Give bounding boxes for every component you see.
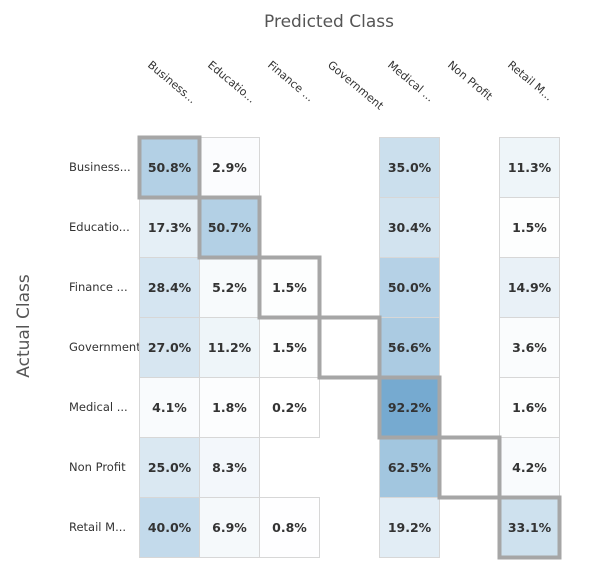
cell-value-label: 56.6% (388, 340, 432, 355)
cell-value-label: 50.7% (208, 220, 252, 235)
cell-value-label: 50.0% (388, 280, 432, 295)
cell-value-label: 19.2% (388, 520, 432, 535)
cell-value-label: 11.2% (208, 340, 252, 355)
cell-value-label: 33.1% (508, 520, 552, 535)
row-labels: Business... Educatio... Finance ... Governm… (69, 160, 141, 534)
y-tick-label: Medical ... (69, 400, 128, 414)
diagonal-highlight-box (440, 438, 500, 498)
cell-value-label: 14.9% (508, 280, 552, 295)
cell-value-label: 8.3% (212, 460, 247, 475)
cell-value-label: 0.8% (272, 520, 307, 535)
cell-value-label: 27.0% (148, 340, 192, 355)
cell-value-label: 92.2% (388, 400, 432, 415)
cell-value-label: 35.0% (388, 160, 432, 175)
y-axis-title: Actual Class (14, 274, 34, 378)
y-tick-label: Business... (69, 160, 131, 174)
y-tick-label: Government (69, 340, 141, 354)
x-tick-label: Government (325, 58, 386, 112)
cell-value-label: 1.5% (512, 220, 547, 235)
cell-value-label: 17.3% (148, 220, 192, 235)
cell-value-label: 0.2% (272, 400, 307, 415)
diagonal-highlight-box (320, 318, 380, 378)
x-tick-label: Business... (145, 58, 199, 106)
cell-value-label: 5.2% (212, 280, 247, 295)
cell-value-label: 1.6% (512, 400, 547, 415)
column-labels: Business... Educatio... Finance ... Governm… (145, 58, 555, 112)
cell-value-label: 1.5% (272, 340, 307, 355)
y-tick-label: Retail M... (69, 520, 126, 534)
cell-value-label: 3.6% (512, 340, 547, 355)
cell-value-label: 2.9% (212, 160, 247, 175)
cell-value-label: 11.3% (508, 160, 552, 175)
cell-value-label: 40.0% (148, 520, 192, 535)
cell-value-label: 50.8% (148, 160, 192, 175)
heatmap-cells: 50.8% 2.9% 35.0% 11.3% 17.3% 50.7% 30.4% 1.5% 28… (140, 138, 560, 558)
cell-value-label: 25.0% (148, 460, 192, 475)
cell-value-label: 28.4% (148, 280, 192, 295)
x-tick-label: Non Profit (445, 58, 495, 103)
x-tick-label: Retail M... (505, 58, 555, 103)
x-tick-label: Medical ... (385, 58, 436, 104)
x-tick-label: Finance ... (265, 58, 316, 104)
cell-value-label: 4.2% (512, 460, 547, 475)
cell-value-label: 1.8% (212, 400, 247, 415)
cell-value-label: 4.1% (152, 400, 187, 415)
y-tick-label: Educatio... (69, 220, 130, 234)
y-tick-label: Finance ... (69, 280, 128, 294)
cell-value-label: 6.9% (212, 520, 247, 535)
cell-value-label: 1.5% (272, 280, 307, 295)
x-axis-title: Predicted Class (264, 12, 394, 32)
cell-value-label: 62.5% (388, 460, 432, 475)
cell-value-label: 30.4% (388, 220, 432, 235)
x-tick-label: Educatio... (205, 58, 258, 105)
y-tick-label: Non Profit (69, 460, 126, 474)
